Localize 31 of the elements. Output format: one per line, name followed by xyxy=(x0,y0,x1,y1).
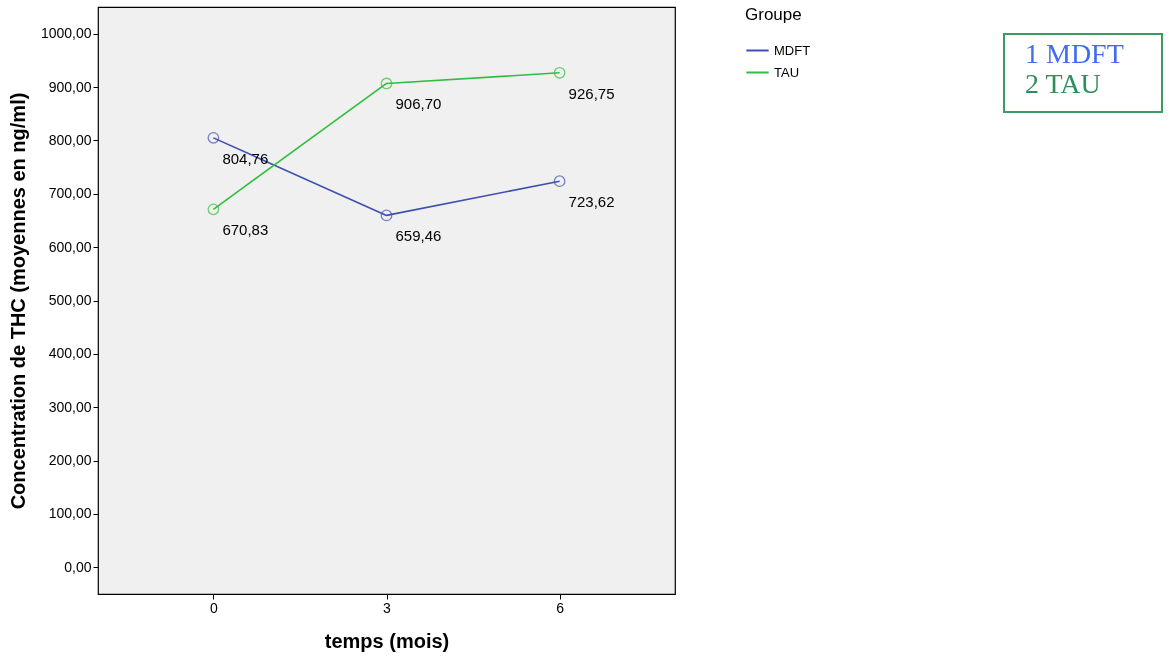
y-tick-label: 300,00 xyxy=(48,398,92,415)
y-tick-label: 1000,00 xyxy=(40,25,92,42)
legend-label: TAU xyxy=(774,64,800,80)
data-label: 723,62 xyxy=(568,193,615,211)
y-tick-label: 0,00 xyxy=(64,558,92,575)
y-tick-label: 500,00 xyxy=(48,292,92,308)
y-axis-title: Concentration de THC (moyennes en ng/ml) xyxy=(6,92,29,510)
point xyxy=(380,77,393,90)
note-box: 1 MDFT 2 TAU xyxy=(1003,33,1163,113)
y-tick-label: 400,00 xyxy=(48,345,92,362)
x-axis-title: temps (mois) xyxy=(324,629,450,652)
y-tick-label: 900,00 xyxy=(48,78,92,95)
data-label: 906,70 xyxy=(395,95,442,113)
y-tick-label: 100,00 xyxy=(48,505,92,522)
x-tick-label: 0 xyxy=(210,599,218,616)
x-tick-label: 6 xyxy=(556,599,565,616)
point xyxy=(380,209,393,222)
point xyxy=(207,203,220,216)
point xyxy=(207,131,220,144)
legend-label: MDFT xyxy=(774,42,811,58)
data-label: 926,75 xyxy=(568,84,615,102)
data-label: 659,46 xyxy=(395,227,442,245)
data-label: 670,83 xyxy=(222,221,269,239)
y-tick-label: 200,00 xyxy=(48,452,92,469)
y-tick-label: 800,00 xyxy=(48,131,92,148)
point xyxy=(553,175,566,188)
y-tick-label: 600,00 xyxy=(48,238,92,255)
y-tick-label: 700,00 xyxy=(48,185,92,202)
x-tick-label: 3 xyxy=(383,599,392,616)
point xyxy=(553,66,566,79)
legend-title: Groupe xyxy=(745,5,802,24)
